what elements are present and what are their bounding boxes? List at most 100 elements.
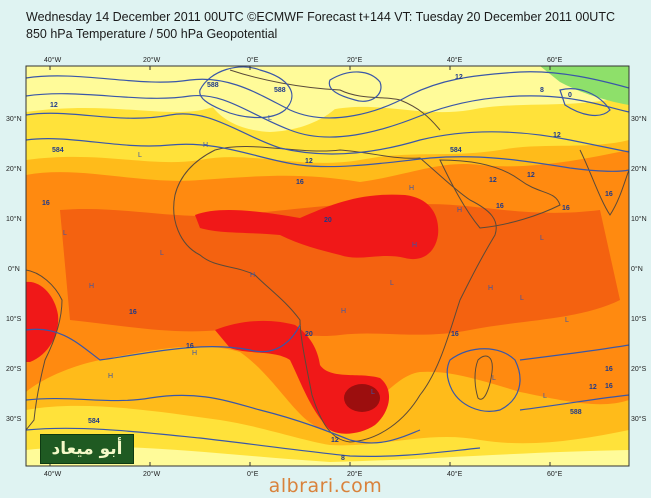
top-lon-label: 20°E (347, 56, 363, 64)
pressure-center: H (192, 350, 197, 357)
contour-7 (26, 324, 301, 361)
pressure-center: L (492, 375, 496, 382)
contour-label: 8 (341, 455, 345, 462)
top-lon-label: 60°E (547, 56, 563, 64)
right-lat-label: 10°N (631, 215, 647, 223)
left-lat-label: 30°S (6, 415, 22, 423)
contour-label: 0 (568, 92, 572, 99)
top-lon-label: 40°E (447, 56, 463, 64)
field-dark-red-core (344, 384, 380, 412)
left-lat-label: 0°N (8, 265, 20, 273)
field-cold-green (540, 66, 629, 105)
field-south-pale (26, 446, 629, 466)
site-logo: أبو ميعاد (40, 434, 134, 464)
right-lat-label: 30°S (631, 415, 647, 423)
contour-value-labels: 12 584 588 12 16 12 16 20 12 16 16 16 12… (42, 74, 613, 462)
contour-label: 16 (129, 309, 137, 316)
pressure-center: L (268, 115, 272, 122)
contour-9 (26, 427, 481, 457)
contour-label: 12 (50, 102, 58, 109)
pressure-center: H (89, 283, 94, 290)
left-lat-label: 10°S (6, 315, 22, 323)
contour-label: 16 (605, 191, 613, 198)
bottom-lon-label: 0°E (247, 470, 259, 478)
pressure-center: L (543, 393, 547, 400)
pressure-center-markers: H L H L H L L H L H L H L H L H L L H H … (63, 115, 569, 400)
contour-label: 16 (186, 343, 194, 350)
contour-label: 588 (207, 82, 219, 89)
pressure-center: H (250, 272, 255, 279)
pressure-center: L (565, 317, 569, 324)
contour-3 (26, 112, 629, 155)
pressure-center: H (409, 185, 414, 192)
pressure-center: L (63, 230, 67, 237)
right-lat-label: 20°S (631, 365, 647, 373)
field-red-south (215, 320, 390, 434)
coast-europe (229, 69, 441, 131)
contour-label: 16 (451, 331, 459, 338)
bottom-lon-label: 20°W (143, 470, 161, 478)
pressure-center: H (108, 373, 113, 380)
contour-label: 20 (305, 331, 313, 338)
contour-13 (559, 88, 611, 117)
bottom-lon-label: 40°E (447, 470, 463, 478)
contour-5 (199, 66, 293, 119)
contour-11 (519, 344, 629, 361)
contour-label: 584 (52, 147, 64, 154)
pressure-center: L (540, 235, 544, 242)
top-lon-label: 0°E (247, 56, 259, 64)
right-lat-label: 30°N (631, 115, 647, 123)
coast-arabia (439, 159, 561, 229)
right-lat-label: 20°N (631, 165, 647, 173)
contour-label: 12 (489, 177, 497, 184)
contour-label: 12 (589, 384, 597, 391)
pressure-center: L (520, 295, 524, 302)
forecast-subtitle: 850 hPa Temperature / 500 hPa Geopotenti… (26, 27, 278, 41)
contour-label: 12 (331, 437, 339, 444)
pressure-center: H (457, 207, 462, 214)
contour-10 (446, 348, 521, 412)
pressure-center: H (412, 242, 417, 249)
top-lon-label: 40°W (44, 56, 62, 64)
contour-label: 584 (450, 147, 462, 154)
contour-8 (26, 394, 421, 444)
left-lat-label: 20°N (6, 165, 22, 173)
coast-madagascar (474, 355, 493, 400)
contour-label: 16 (605, 383, 613, 390)
pressure-center: L (160, 250, 164, 257)
contour-label: 588 (274, 87, 286, 94)
axis-labels: 40°W 20°W 0°E 20°E 40°E 60°E 40°W 20°W 0… (6, 56, 647, 478)
contour-2 (26, 93, 629, 138)
right-lat-label: 0°N (631, 265, 643, 273)
contour-label: 12 (305, 158, 313, 165)
contour-label: 16 (562, 205, 570, 212)
coast-india (579, 149, 629, 216)
bottom-lon-label: 40°W (44, 470, 62, 478)
contour-label: 8 (540, 87, 544, 94)
contour-label: 584 (88, 418, 100, 425)
field-red-sahel (195, 194, 439, 260)
right-lat-label: 10°S (631, 315, 647, 323)
contour-label: 16 (496, 203, 504, 210)
site-watermark: albrari.com (268, 475, 383, 497)
coast-south-america (26, 269, 63, 431)
left-lat-label: 20°S (6, 365, 22, 373)
left-lat-label: 30°N (6, 115, 22, 123)
contour-label: 12 (553, 132, 561, 139)
pressure-center: L (371, 389, 375, 396)
bottom-lon-label: 20°E (347, 470, 363, 478)
field-red-west (26, 281, 59, 362)
contour-6 (328, 71, 382, 102)
contour-label: 20 (324, 217, 332, 224)
contour-12 (519, 394, 629, 411)
top-lon-label: 20°W (143, 56, 161, 64)
pressure-center: H (341, 308, 346, 315)
left-lat-label: 10°N (6, 215, 22, 223)
bottom-lon-label: 60°E (547, 470, 563, 478)
pressure-center: H (203, 142, 208, 149)
contour-label: 16 (42, 200, 50, 207)
map-border (25, 65, 630, 467)
pressure-center: L (390, 280, 394, 287)
coastlines (26, 69, 629, 443)
